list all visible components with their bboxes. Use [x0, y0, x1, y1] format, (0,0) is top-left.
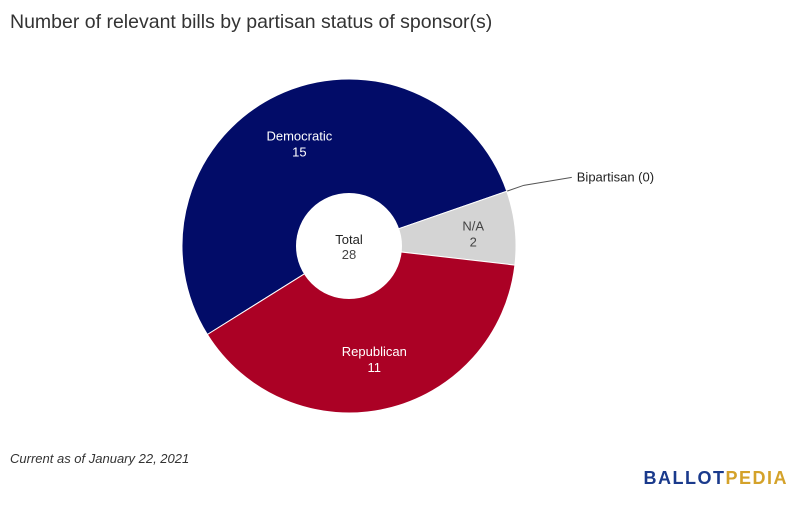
slice-value-n-a: 2: [470, 234, 477, 249]
slice-republican: [206, 245, 516, 414]
slice-value-democratic: 15: [292, 144, 306, 159]
chart-title: Number of relevant bills by partisan sta…: [10, 11, 493, 33]
slice-label-n-a: N/A: [462, 218, 484, 233]
slice-label-democratic: Democratic: [266, 128, 332, 143]
logo-text-ballot: BALLOT: [643, 468, 726, 488]
footnote: Current as of January 22, 2021: [10, 451, 190, 466]
center-label: Total: [335, 232, 363, 247]
slice-label-bipartisan: Bipartisan (0): [577, 169, 654, 184]
ballotpedia-logo: BALLOTPEDIA: [644, 468, 789, 489]
slice-label-republican: Republican: [342, 344, 407, 359]
center-value: 28: [342, 247, 356, 262]
donut-hole: [296, 193, 402, 299]
leader-line-bipartisan: [504, 176, 572, 193]
slice-value-republican: 11: [368, 360, 382, 375]
logo-text-pedia: PEDIA: [725, 468, 788, 488]
